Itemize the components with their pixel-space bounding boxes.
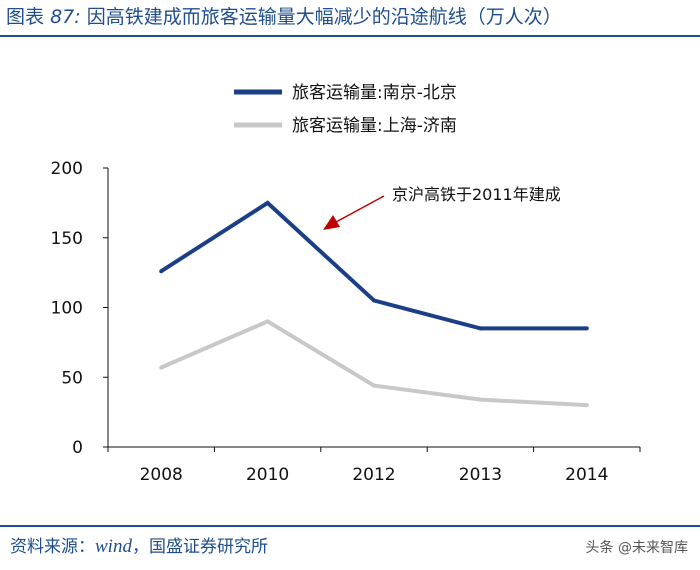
data-point xyxy=(478,397,483,402)
title-divider xyxy=(0,35,700,37)
legend-label-2: 旅客运输量:上海-济南 xyxy=(292,116,457,136)
x-tick-label: 2012 xyxy=(352,465,395,485)
data-point xyxy=(159,365,164,370)
footer-divider xyxy=(0,525,700,527)
legend-label-1: 旅客运输量:南京-北京 xyxy=(292,83,457,103)
chart-series xyxy=(159,200,589,408)
y-tick-label: 100 xyxy=(51,299,83,319)
figure-title-text: 因高铁建成而旅客运输量大幅减少的沿途航线（万人次） xyxy=(86,6,562,28)
y-tick-label: 50 xyxy=(61,368,83,388)
data-point xyxy=(584,326,589,331)
data-point xyxy=(478,326,483,331)
y-tick-label: 0 xyxy=(72,438,83,458)
source-prefix: 资料来源： xyxy=(10,537,95,557)
annotation-arrow-head xyxy=(323,215,340,230)
data-point xyxy=(265,319,270,324)
source-rest: ，国盛证券研究所 xyxy=(131,537,268,557)
data-point xyxy=(372,383,376,388)
x-tick-label: 2013 xyxy=(459,465,502,485)
source-name: wind xyxy=(95,536,132,557)
chart-annotation: 京沪高铁于2011年建成 xyxy=(323,185,561,230)
figure-title: 图表 87: 因高铁建成而旅客运输量大幅减少的沿途航线（万人次） xyxy=(6,2,694,29)
data-point xyxy=(265,200,270,205)
figure-number: 87: xyxy=(50,6,81,28)
x-tick-label: 2010 xyxy=(246,465,289,485)
figure-label: 图表 xyxy=(6,6,45,28)
series-line-2 xyxy=(160,319,587,408)
y-tick-label: 200 xyxy=(51,159,83,179)
series-line-1 xyxy=(160,200,587,331)
x-tick-label: 2014 xyxy=(565,465,608,485)
data-point xyxy=(372,298,376,303)
source-note: 资料来源：wind，国盛证券研究所 xyxy=(10,532,268,558)
line-chart: 200 150 100 50 0 2008 2010 2012 2013 2014 旅客运输量:南… xyxy=(51,83,641,485)
annotation-text: 京沪高铁于2011年建成 xyxy=(392,185,561,204)
data-point xyxy=(584,403,589,408)
y-tick-label: 150 xyxy=(51,229,83,249)
x-tick-label: 2008 xyxy=(140,465,183,485)
data-point xyxy=(159,269,164,274)
chart-axes: 200 150 100 50 0 2008 2010 2012 2013 2014 xyxy=(51,159,641,485)
annotation-arrow-line xyxy=(335,195,385,223)
watermark: 头条 @未来智库 xyxy=(585,540,688,556)
